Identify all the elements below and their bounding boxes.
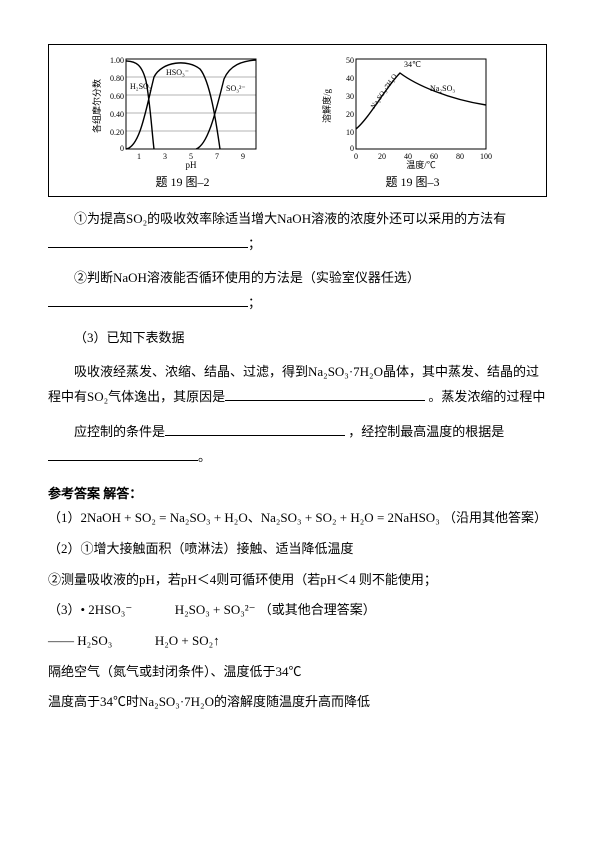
xtick: 3 xyxy=(163,152,167,161)
ytick: 10 xyxy=(346,128,354,137)
question-2: ②判断NaOH溶液能否循环使用的方法是（实验室仪器任选）； xyxy=(48,266,547,315)
question-3: （3）已知下表数据 xyxy=(48,326,547,351)
ytick: 0.20 xyxy=(110,128,124,137)
ytick: 30 xyxy=(346,92,354,101)
answer-7: 温度高于34℃时Na₂SO₃·7H₂O的溶解度随温度升高而降低 xyxy=(48,690,547,715)
answers-heading: 参考答案 解答： xyxy=(48,483,547,502)
figure-right-caption: 题 19 图–3 xyxy=(318,173,508,190)
series-label: Na₂SO₃ xyxy=(430,84,455,93)
xtick: 7 xyxy=(215,152,219,161)
ylabel: 溶解度/g xyxy=(321,89,332,124)
ytick: 40 xyxy=(346,74,354,83)
series-label: HSO₃⁻ xyxy=(166,68,189,77)
figures-row: 1.00 0.80 0.60 0.40 0.20 0 1 3 5 7 9 pH xyxy=(48,44,547,197)
blank xyxy=(48,232,248,247)
series-label: SO₃²⁻ xyxy=(226,84,246,93)
xtick: 9 xyxy=(241,152,245,161)
question-5: 应控制的条件是 ，经控制最高温度的根据是。 xyxy=(48,420,547,469)
ytick: 0.80 xyxy=(110,74,124,83)
ylabel: 各组摩尔分数 xyxy=(91,79,102,133)
series-label: H₂SO₃ xyxy=(130,82,152,91)
question-4: 吸收液经蒸发、浓缩、结晶、过滤，得到Na₂SO₃·7H₂O晶体，其中蒸发、结晶的… xyxy=(48,360,547,409)
answer-4: （3）• 2HSO₃⁻ H₂SO₃ + SO₃²⁻ （或其他合理答案） xyxy=(48,598,547,623)
answer-3: ②测量吸收液的pH，若pH＜4则可循环使用（若pH＜4 则不能使用； xyxy=(48,568,547,593)
ytick: 1.00 xyxy=(110,56,124,65)
answer-5: —— H₂SO₃ H₂O + SO₂↑ xyxy=(48,629,547,654)
figure-left: 1.00 0.80 0.60 0.40 0.20 0 1 3 5 7 9 pH xyxy=(88,51,278,190)
chart-left-svg: 1.00 0.80 0.60 0.40 0.20 0 1 3 5 7 9 pH xyxy=(88,51,278,171)
xtick: 100 xyxy=(480,152,492,161)
ytick: 0 xyxy=(120,144,124,153)
answer-2: （2）①增大接触面积（喷淋法）接触、适当降低温度 xyxy=(48,537,547,562)
xtick: 80 xyxy=(456,152,464,161)
blank xyxy=(48,292,248,307)
ytick: 20 xyxy=(346,110,354,119)
xlabel: pH xyxy=(185,160,197,170)
blank xyxy=(225,386,425,401)
figure-right: 50 40 30 20 10 0 0 20 40 60 80 100 温度/℃ … xyxy=(318,51,508,190)
answer-6: 隔绝空气（氮气或封闭条件）、温度低于34℃ xyxy=(48,660,547,685)
xtick: 0 xyxy=(354,152,358,161)
ytick: 0.60 xyxy=(110,92,124,101)
question-1: ①为提高SO₂的吸收效率除适当增大NaOH溶液的浓度外还可以采用的方法有； xyxy=(48,207,547,256)
xlabel: 温度/℃ xyxy=(406,159,436,170)
ytick: 0.40 xyxy=(110,110,124,119)
peak-label: 34℃ xyxy=(404,60,421,69)
answer-1: （1）2NaOH + SO₂ = Na₂SO₃ + H₂O、Na₂SO₃ + S… xyxy=(48,506,547,531)
chart-right-svg: 50 40 30 20 10 0 0 20 40 60 80 100 温度/℃ … xyxy=(318,51,508,171)
xtick: 1 xyxy=(137,152,141,161)
figure-left-caption: 题 19 图–2 xyxy=(88,173,278,190)
blank xyxy=(165,421,345,436)
xtick: 20 xyxy=(378,152,386,161)
ytick: 50 xyxy=(346,56,354,65)
blank xyxy=(48,445,198,460)
